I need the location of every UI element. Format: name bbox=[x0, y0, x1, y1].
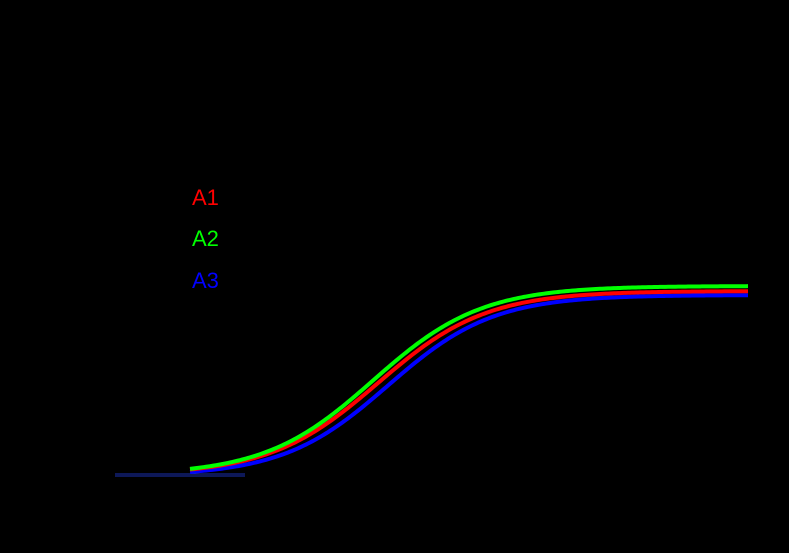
series-line-a3 bbox=[189, 293, 749, 474]
series-line-a1 bbox=[189, 289, 748, 472]
legend-item-a3: A3 bbox=[192, 268, 219, 293]
baseline-stub bbox=[115, 473, 245, 477]
legend: A1 A2 A3 bbox=[192, 185, 219, 293]
legend-item-a2: A2 bbox=[192, 226, 219, 251]
legend-item-a1: A1 bbox=[192, 185, 219, 210]
series-line-a2 bbox=[189, 284, 749, 471]
series-group bbox=[115, 284, 749, 477]
